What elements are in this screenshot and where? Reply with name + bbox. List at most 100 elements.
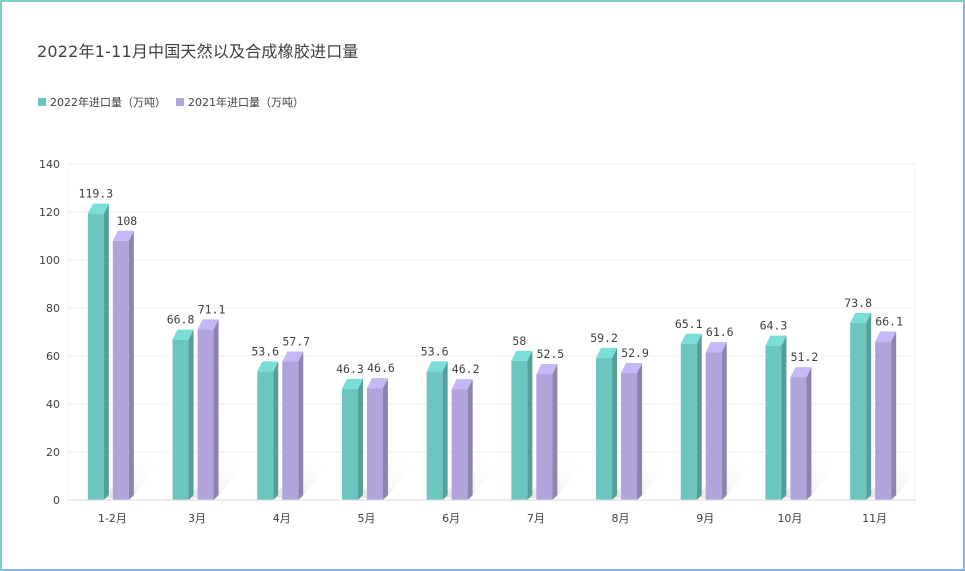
bar-top-1-0 — [112, 230, 134, 241]
bar-side-1-7 — [721, 342, 727, 500]
data-label-0-2: 53.6 — [251, 344, 279, 358]
legend-label-2021: 2021年进口量（万吨） — [188, 96, 304, 109]
data-label-1-3: 46.6 — [367, 361, 395, 375]
plot-area — [67, 163, 916, 501]
bar-top-1-1 — [197, 319, 219, 330]
bar-top-1-4 — [451, 379, 473, 390]
bar-side-1-5 — [552, 364, 558, 500]
data-label-0-8: 64.3 — [760, 319, 788, 333]
data-label-1-9: 66.1 — [875, 314, 903, 328]
x-tick-label-0: 1-2月 — [98, 512, 127, 525]
bar-top-1-7 — [705, 342, 727, 353]
bar-top-1-6 — [621, 363, 643, 374]
bar-1-3 — [366, 388, 383, 500]
bar-1-0 — [112, 240, 129, 501]
bar-side-1-2 — [298, 351, 304, 500]
bar-top-1-3 — [366, 378, 388, 389]
y-tick-label-5: 100 — [39, 254, 60, 267]
y-tick-label-2: 40 — [46, 398, 60, 411]
y-tick-label-7: 140 — [39, 158, 60, 171]
bar-top-0-0 — [87, 203, 109, 214]
bar-side-1-9 — [891, 331, 897, 500]
bar-side-0-6 — [612, 347, 618, 500]
bar-side-0-8 — [781, 335, 787, 500]
y-tick-label-1: 20 — [46, 446, 60, 459]
data-label-0-0: 119.3 — [79, 187, 114, 201]
bar-1-9 — [875, 341, 892, 500]
y-tick-label-0: 0 — [53, 494, 60, 507]
bar-top-1-5 — [536, 364, 558, 374]
bar-side-0-9 — [866, 312, 872, 500]
bar-0-4 — [426, 371, 443, 500]
bar-side-0-1 — [188, 329, 194, 500]
data-label-0-6: 59.2 — [590, 331, 618, 345]
data-label-1-6: 52.9 — [621, 346, 649, 360]
x-tick-label-2: 4月 — [273, 512, 291, 525]
legend-swatch-2022 — [38, 98, 46, 106]
x-tick-label-1: 3月 — [188, 512, 206, 525]
data-label-0-5: 58 — [512, 334, 526, 348]
bar-top-0-9 — [850, 312, 872, 323]
bar-side-0-3 — [357, 378, 363, 500]
bar-1-8 — [790, 377, 807, 500]
data-label-0-1: 66.8 — [167, 313, 195, 327]
bar-0-0 — [87, 213, 104, 500]
bar-top-0-6 — [596, 347, 618, 358]
bar-top-0-1 — [172, 329, 194, 340]
bar-side-0-5 — [527, 350, 533, 500]
x-tick-label-5: 7月 — [527, 512, 545, 525]
x-tick-label-9: 11月 — [862, 512, 887, 525]
bar-0-3 — [341, 388, 358, 500]
bar-side-1-8 — [806, 367, 812, 500]
bar-side-0-7 — [696, 333, 702, 500]
data-label-0-9: 73.8 — [844, 296, 872, 310]
bar-side-1-6 — [637, 363, 643, 500]
bar-top-0-2 — [257, 361, 279, 372]
data-label-0-4: 53.6 — [421, 344, 449, 358]
data-label-1-4: 46.2 — [452, 362, 480, 376]
bar-top-0-8 — [765, 335, 787, 346]
y-tick-label-6: 120 — [39, 206, 60, 219]
bar-side-0-2 — [273, 361, 279, 500]
bar-1-2 — [282, 361, 299, 500]
x-tick-label-8: 10月 — [777, 512, 802, 525]
bar-side-0-0 — [103, 203, 109, 500]
data-label-1-1: 71.1 — [198, 302, 226, 316]
bar-top-0-5 — [511, 350, 533, 361]
bar-top-0-7 — [680, 333, 702, 344]
legend: 2022年进口量（万吨） 2021年进口量（万吨） — [38, 94, 314, 110]
bar-1-1 — [197, 329, 214, 500]
bar-0-2 — [257, 371, 274, 500]
bar-1-6 — [621, 373, 638, 500]
bar-1-4 — [451, 389, 468, 500]
bar-side-1-1 — [213, 319, 219, 500]
data-label-1-7: 61.6 — [706, 325, 734, 339]
legend-label-2022: 2022年进口量（万吨） — [50, 96, 166, 109]
x-tick-label-4: 6月 — [442, 512, 460, 525]
bar-0-5 — [511, 360, 528, 500]
data-label-1-8: 51.2 — [791, 350, 819, 364]
legend-item-2021[interactable]: 2021年进口量（万吨） — [176, 94, 304, 110]
bar-top-1-2 — [282, 351, 304, 362]
bar-side-1-0 — [128, 230, 134, 501]
y-tick-label-4: 80 — [46, 302, 60, 315]
bar-1-5 — [536, 374, 553, 500]
bar-0-6 — [596, 357, 613, 500]
bar-top-1-8 — [790, 367, 812, 378]
bar-0-9 — [850, 322, 867, 500]
data-label-1-0: 108 — [116, 214, 137, 228]
data-label-0-7: 65.1 — [675, 317, 703, 331]
bar-1-7 — [705, 352, 722, 500]
bar-0-7 — [680, 343, 697, 500]
legend-swatch-2021 — [176, 98, 184, 106]
bar-top-0-4 — [426, 361, 448, 372]
data-label-1-5: 52.5 — [536, 347, 564, 361]
legend-item-2022[interactable]: 2022年进口量（万吨） — [38, 94, 166, 110]
x-tick-label-7: 9月 — [696, 512, 714, 525]
chart-title: 2022年1-11月中国天然以及合成橡胶进口量 — [37, 42, 359, 61]
bar-side-1-3 — [382, 378, 388, 500]
bar-0-8 — [765, 345, 782, 500]
x-tick-label-6: 8月 — [612, 512, 630, 525]
data-label-1-2: 57.7 — [282, 335, 310, 349]
